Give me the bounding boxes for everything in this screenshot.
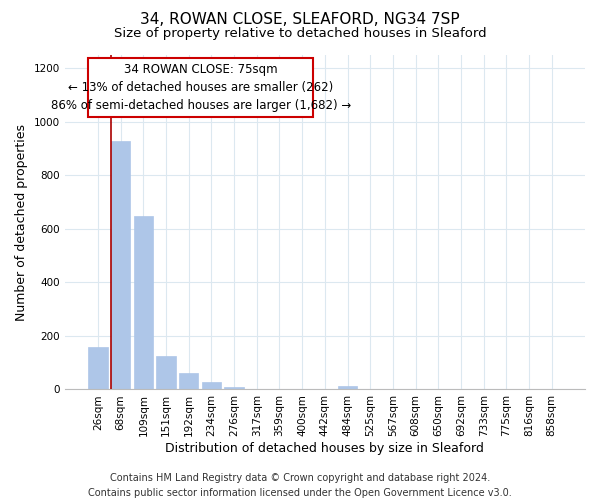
Bar (157, 356, 176, 390)
Bar (111, 140, 130, 390)
Text: Size of property relative to detached houses in Sleaford: Size of property relative to detached ho… (113, 28, 487, 40)
Bar (224, 387, 244, 390)
Bar (134, 216, 153, 390)
X-axis label: Distribution of detached houses by size in Sleaford: Distribution of detached houses by size … (166, 442, 484, 455)
Bar (179, 374, 199, 390)
Text: Contains HM Land Registry data © Crown copyright and database right 2024.
Contai: Contains HM Land Registry data © Crown c… (88, 472, 512, 498)
Bar (338, 386, 357, 390)
Bar (202, 382, 221, 390)
FancyBboxPatch shape (88, 58, 313, 116)
Text: 34, ROWAN CLOSE, SLEAFORD, NG34 7SP: 34, ROWAN CLOSE, SLEAFORD, NG34 7SP (140, 12, 460, 28)
Bar (88, 346, 107, 390)
Text: 34 ROWAN CLOSE: 75sqm
← 13% of detached houses are smaller (262)
86% of semi-det: 34 ROWAN CLOSE: 75sqm ← 13% of detached … (51, 62, 351, 112)
Y-axis label: Number of detached properties: Number of detached properties (15, 124, 28, 320)
